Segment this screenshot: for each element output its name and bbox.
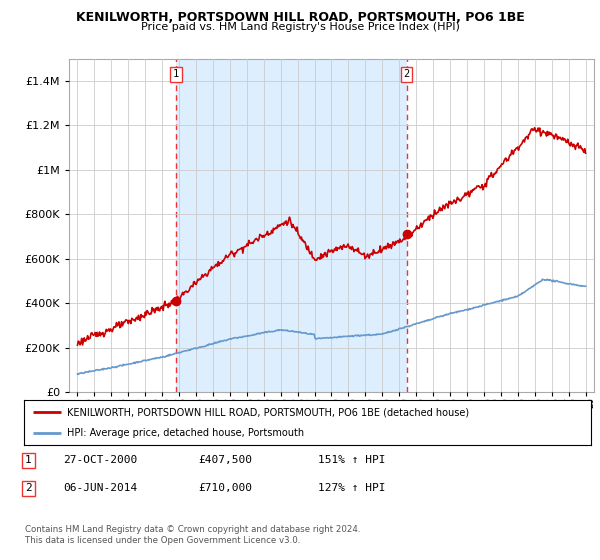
Text: Contains HM Land Registry data © Crown copyright and database right 2024.
This d: Contains HM Land Registry data © Crown c…: [25, 525, 361, 545]
Text: 27-OCT-2000: 27-OCT-2000: [63, 455, 137, 465]
Text: 151% ↑ HPI: 151% ↑ HPI: [318, 455, 386, 465]
Text: KENILWORTH, PORTSDOWN HILL ROAD, PORTSMOUTH, PO6 1BE (detached house): KENILWORTH, PORTSDOWN HILL ROAD, PORTSMO…: [67, 408, 469, 418]
Text: 06-JUN-2014: 06-JUN-2014: [63, 483, 137, 493]
Text: £710,000: £710,000: [198, 483, 252, 493]
Text: 1: 1: [173, 69, 179, 80]
Text: 2: 2: [403, 69, 410, 80]
Text: £407,500: £407,500: [198, 455, 252, 465]
Text: KENILWORTH, PORTSDOWN HILL ROAD, PORTSMOUTH, PO6 1BE: KENILWORTH, PORTSDOWN HILL ROAD, PORTSMO…: [76, 11, 524, 24]
Text: 1: 1: [25, 455, 32, 465]
Text: 2: 2: [25, 483, 32, 493]
Text: 127% ↑ HPI: 127% ↑ HPI: [318, 483, 386, 493]
Text: Price paid vs. HM Land Registry's House Price Index (HPI): Price paid vs. HM Land Registry's House …: [140, 22, 460, 32]
Bar: [176, 59, 407, 392]
Text: HPI: Average price, detached house, Portsmouth: HPI: Average price, detached house, Port…: [67, 428, 304, 438]
